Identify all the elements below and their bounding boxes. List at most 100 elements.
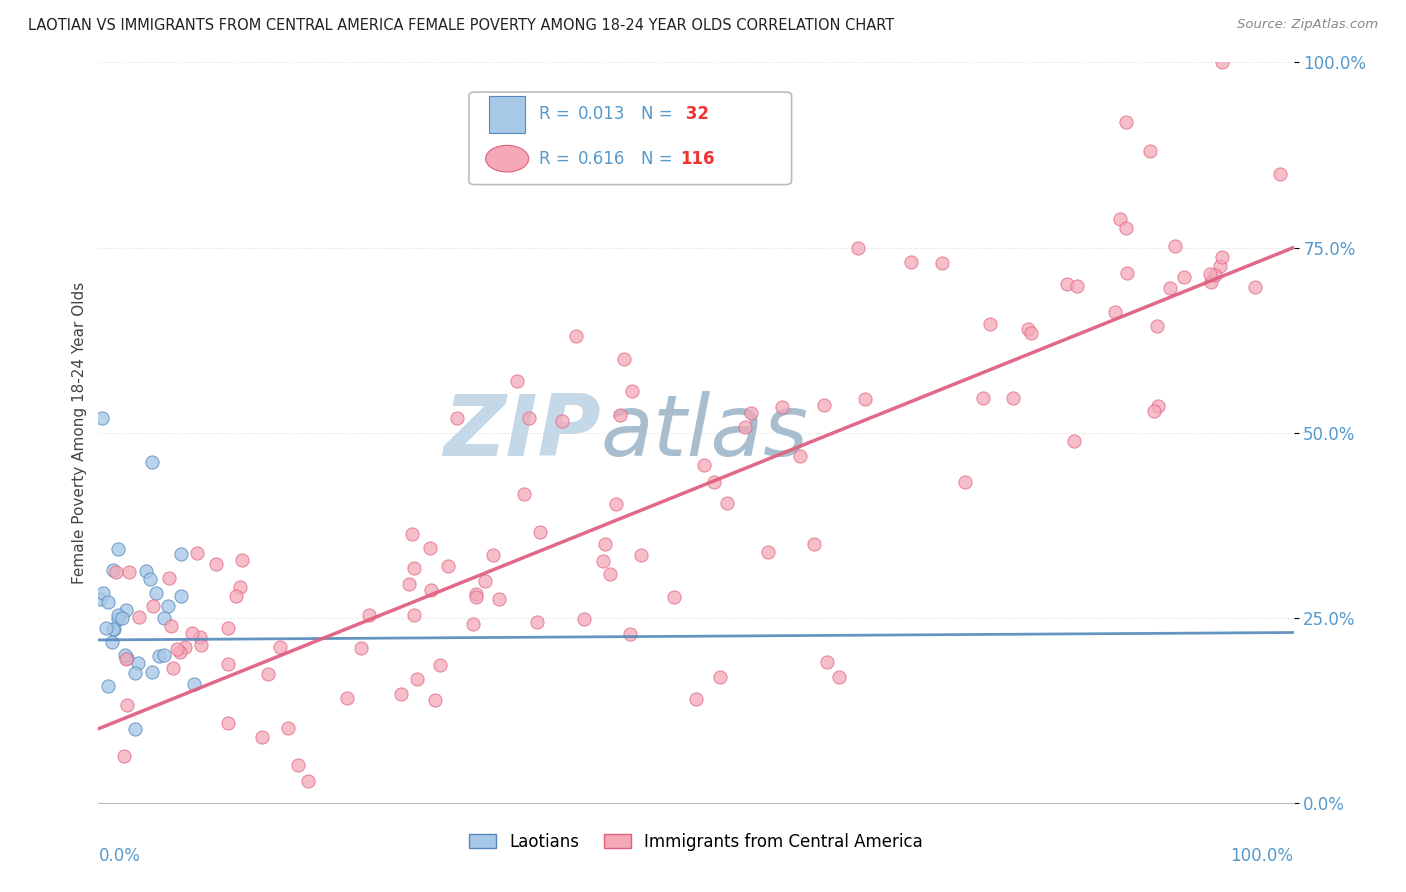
Point — [931, 255, 953, 269]
Point — [613, 351, 636, 366]
Point — [250, 730, 273, 744]
Point — [828, 670, 851, 684]
Text: atlas: atlas — [600, 391, 808, 475]
Point — [1146, 319, 1168, 334]
Point — [118, 565, 141, 579]
Point — [170, 589, 193, 603]
Point — [117, 698, 139, 712]
Point — [1211, 250, 1233, 264]
Point — [972, 391, 994, 405]
Point — [664, 590, 686, 604]
Point — [465, 591, 488, 605]
Point — [465, 587, 488, 601]
Text: N =: N = — [641, 105, 678, 123]
Point — [104, 565, 127, 579]
Point — [1159, 281, 1181, 295]
Point — [1211, 55, 1233, 70]
Point — [103, 622, 125, 636]
Point — [181, 625, 204, 640]
Point — [592, 554, 614, 568]
Point — [217, 657, 239, 672]
Circle shape — [485, 145, 529, 172]
Point — [404, 561, 426, 575]
Point — [770, 400, 793, 414]
Point — [349, 641, 371, 656]
Point — [1164, 238, 1187, 252]
Text: 0.0%: 0.0% — [98, 847, 141, 865]
Point — [124, 722, 146, 736]
Point — [716, 496, 738, 510]
Text: 0.616: 0.616 — [578, 150, 626, 168]
Point — [593, 537, 616, 551]
Point — [815, 655, 838, 669]
Point — [599, 566, 621, 581]
Point — [423, 693, 446, 707]
Point — [148, 648, 170, 663]
Point — [114, 648, 136, 662]
Point — [391, 687, 413, 701]
Point — [186, 547, 208, 561]
Point — [111, 611, 134, 625]
Point — [115, 603, 138, 617]
Point — [953, 475, 976, 490]
Point — [91, 410, 114, 425]
Point — [169, 547, 191, 561]
Point — [406, 672, 429, 686]
Point — [217, 716, 239, 731]
Point — [979, 317, 1001, 331]
Point — [482, 548, 505, 562]
Point — [174, 640, 197, 654]
Point — [1198, 267, 1220, 281]
Point — [1115, 266, 1137, 280]
Point — [813, 398, 835, 412]
Point — [526, 615, 548, 629]
Point — [803, 537, 825, 551]
Point — [419, 541, 441, 556]
Point — [101, 635, 124, 649]
Point — [1209, 260, 1232, 274]
Point — [1115, 221, 1137, 235]
Point — [474, 574, 496, 589]
Point — [506, 374, 529, 388]
Point — [157, 571, 180, 585]
Point — [619, 627, 641, 641]
Point — [900, 254, 922, 268]
Point — [488, 591, 510, 606]
Point — [1147, 399, 1170, 413]
Point — [124, 665, 146, 680]
Text: R =: R = — [540, 105, 575, 123]
Point — [225, 589, 247, 603]
Point — [114, 652, 136, 666]
Point — [1021, 326, 1043, 340]
Point — [231, 553, 253, 567]
Point — [419, 582, 441, 597]
Point — [97, 679, 120, 693]
Point — [402, 608, 425, 623]
Point — [1243, 279, 1265, 293]
Point — [107, 608, 129, 623]
Point — [115, 651, 138, 665]
Point — [734, 420, 756, 434]
Point — [605, 497, 627, 511]
Point — [709, 670, 731, 684]
Point — [1002, 391, 1025, 405]
Point — [1066, 278, 1088, 293]
Point — [277, 721, 299, 735]
Point — [1173, 269, 1195, 284]
Point — [621, 384, 644, 398]
Text: ZIP: ZIP — [443, 391, 600, 475]
Point — [91, 586, 114, 600]
Legend: Laotians, Immigrants from Central America: Laotians, Immigrants from Central Americ… — [463, 826, 929, 857]
Point — [565, 329, 588, 343]
Bar — [489, 95, 524, 133]
Point — [160, 619, 183, 633]
Point — [101, 563, 124, 577]
Text: R =: R = — [540, 150, 575, 168]
Point — [156, 599, 179, 613]
Point — [401, 527, 423, 541]
Text: Source: ZipAtlas.com: Source: ZipAtlas.com — [1237, 18, 1378, 31]
Point — [145, 586, 167, 600]
Point — [101, 622, 124, 636]
Point — [297, 773, 319, 788]
Point — [740, 406, 762, 420]
